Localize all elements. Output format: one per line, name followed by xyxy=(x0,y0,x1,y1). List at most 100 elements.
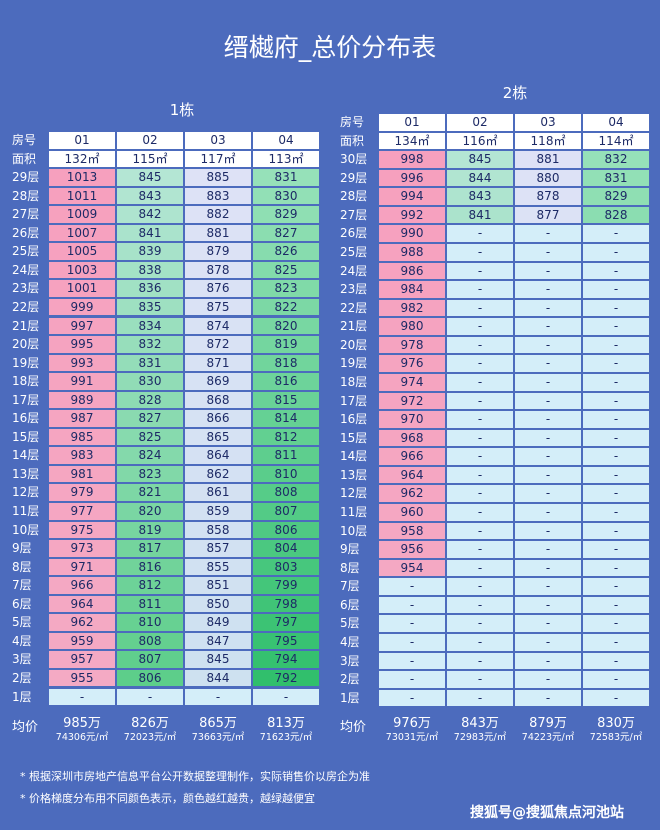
floor-label: 14层 xyxy=(340,449,368,464)
price-cell: - xyxy=(446,261,514,281)
price-cell: 825 xyxy=(116,427,184,447)
price-cell: - xyxy=(514,280,582,299)
avg-unit-price: 73031元/㎡ xyxy=(385,732,439,743)
floor-label: 7层 xyxy=(12,578,32,593)
price-cell: 866 xyxy=(184,409,252,428)
price-cell: 958 xyxy=(378,521,446,541)
price-cell: 992 xyxy=(378,205,446,225)
price-cell: 849 xyxy=(184,613,252,632)
price-cell: - xyxy=(446,688,514,708)
header-cell: 134㎡ xyxy=(378,131,446,151)
price-cell: 851 xyxy=(184,576,252,595)
avg-unit-price: 71623元/㎡ xyxy=(259,732,313,743)
price-cell: - xyxy=(252,687,320,707)
price-cell: - xyxy=(378,614,446,633)
price-cell: 842 xyxy=(116,205,184,224)
price-cell: 1013 xyxy=(48,168,116,187)
price-cell: 972 xyxy=(378,391,446,411)
price-cell: - xyxy=(514,577,582,596)
row-label: 面积 xyxy=(340,133,365,148)
price-cell: 979 xyxy=(48,483,116,502)
price-cell: - xyxy=(582,298,650,318)
floor-label: 17层 xyxy=(340,393,368,408)
header-cell: 01 xyxy=(378,113,446,132)
floor-label: 19层 xyxy=(340,356,368,371)
price-cell: - xyxy=(514,558,582,578)
price-cell: 841 xyxy=(446,205,514,225)
price-cell: 829 xyxy=(582,187,650,206)
floor-label: 18层 xyxy=(340,374,368,389)
price-cell: 808 xyxy=(116,631,184,651)
price-cell: 871 xyxy=(184,353,252,373)
floor-label: 28层 xyxy=(12,188,40,203)
price-cell: 876 xyxy=(184,279,252,298)
floor-label: 11层 xyxy=(12,504,40,518)
price-cell: 982 xyxy=(378,298,446,318)
price-cell: 831 xyxy=(116,353,184,373)
note: * 价格梯度分布用不同颜色表示，颜色越红越贵，越绿越便宜 xyxy=(20,792,315,805)
price-cell: - xyxy=(514,410,582,429)
price-cell: 869 xyxy=(184,372,252,391)
price-cell: 962 xyxy=(48,613,116,632)
price-cell: 834 xyxy=(116,316,184,336)
price-cell: 831 xyxy=(582,168,650,188)
floor-label: 11层 xyxy=(340,504,368,519)
price-cell: 828 xyxy=(582,205,650,225)
price-cell: 832 xyxy=(582,150,650,169)
price-cell: - xyxy=(378,595,446,615)
price-cell: - xyxy=(514,372,582,392)
price-cell: 991 xyxy=(48,372,116,391)
price-cell: 878 xyxy=(184,260,252,280)
price-cell: - xyxy=(184,687,252,707)
price-cell: 857 xyxy=(184,539,252,558)
price-cell: 823 xyxy=(252,279,320,298)
header-cell: 117㎡ xyxy=(184,149,252,169)
price-cell: 1011 xyxy=(48,186,116,206)
price-cell: - xyxy=(582,465,650,485)
price-cell: 832 xyxy=(116,335,184,354)
price-cell: - xyxy=(446,614,514,633)
floor-label: 23层 xyxy=(12,281,40,296)
price-cell: 826 xyxy=(252,242,320,261)
price-cell: - xyxy=(514,595,582,615)
price-cell: - xyxy=(446,540,514,559)
price-cell: 806 xyxy=(252,520,320,540)
price-cell: - xyxy=(582,242,650,262)
price-cell: - xyxy=(514,224,582,243)
price-cell: 966 xyxy=(48,576,116,595)
price-cell: 794 xyxy=(252,650,320,669)
price-cell: 835 xyxy=(116,297,184,317)
price-cell: - xyxy=(446,280,514,299)
floor-label: 16层 xyxy=(340,412,368,427)
price-cell: 875 xyxy=(184,297,252,317)
floor-label: 17层 xyxy=(12,392,40,407)
price-cell: - xyxy=(514,335,582,355)
price-cell: 816 xyxy=(252,372,320,391)
floor-label: 4层 xyxy=(340,634,360,649)
price-cell: 868 xyxy=(184,390,252,410)
price-cell: - xyxy=(446,670,514,689)
price-cell: 819 xyxy=(252,335,320,354)
header-cell: 01 xyxy=(48,131,116,150)
price-cell: 959 xyxy=(48,631,116,651)
price-cell: - xyxy=(446,484,514,503)
floor-label: 24层 xyxy=(12,262,40,277)
price-cell: 997 xyxy=(48,316,116,336)
floor-label: 29层 xyxy=(12,170,40,185)
price-cell: - xyxy=(514,484,582,503)
floor-label: 7层 xyxy=(340,579,360,594)
price-cell: - xyxy=(582,280,650,299)
floor-label: 12层 xyxy=(340,486,368,501)
floor-label: 22层 xyxy=(340,300,368,315)
price-cell: 845 xyxy=(446,150,514,169)
floor-label: 30层 xyxy=(340,152,368,167)
header-cell: 02 xyxy=(116,131,184,150)
price-cell: 792 xyxy=(252,668,320,688)
floor-label: 10层 xyxy=(340,523,368,538)
price-cell: 844 xyxy=(184,668,252,688)
price-cell: - xyxy=(446,502,514,522)
price-cell: 955 xyxy=(48,668,116,688)
price-cell: 829 xyxy=(252,205,320,224)
price-cell: - xyxy=(116,687,184,707)
floor-label: 22层 xyxy=(12,299,40,314)
